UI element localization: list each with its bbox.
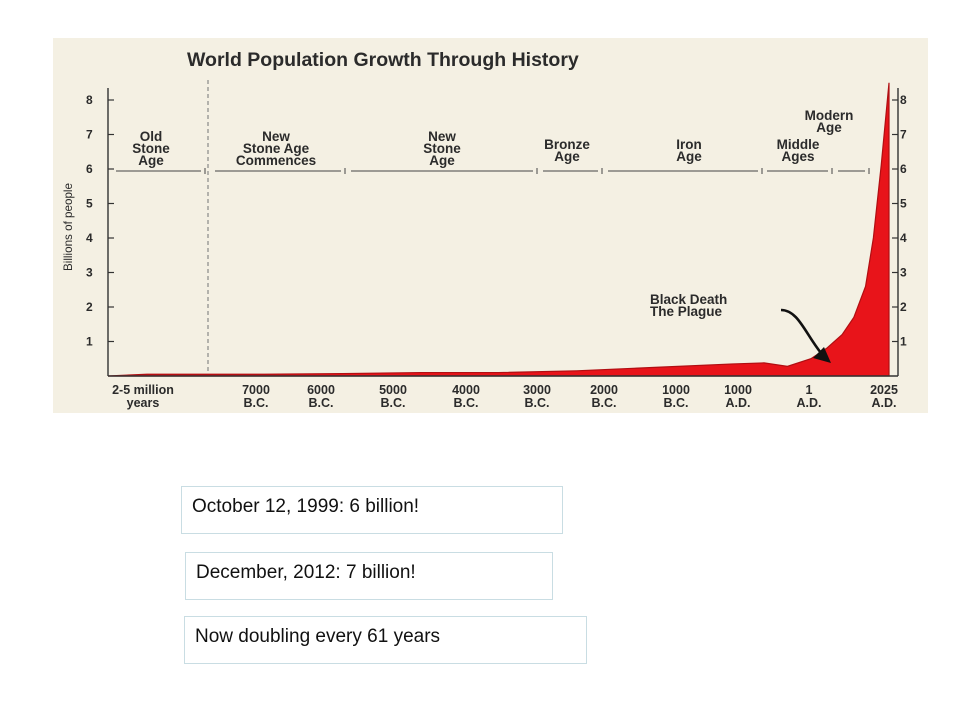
y-tick-label-left: 5 xyxy=(86,197,93,211)
x-tick-label: 2025 xyxy=(870,383,898,397)
y-tick-label-right: 1 xyxy=(900,335,907,349)
note-doubling: Now doubling every 61 years xyxy=(184,616,587,664)
x-tick-label-era: years xyxy=(127,396,160,410)
y-tick-label-right: 3 xyxy=(900,266,907,280)
y-tick-label-right: 2 xyxy=(900,300,907,314)
era-label: Middle Ages xyxy=(777,137,820,164)
era-label: New Stone Age xyxy=(423,129,461,168)
x-tick-label: 4000 xyxy=(452,383,480,397)
era-label: Bronze Age xyxy=(544,137,590,164)
annotation-arrowhead xyxy=(813,347,831,363)
y-tick-label-left: 4 xyxy=(86,231,93,245)
y-tick-label-left: 3 xyxy=(86,266,93,280)
annotation-arrow xyxy=(780,308,823,354)
era-label: Iron Age xyxy=(676,137,702,164)
y-tick-label-right: 8 xyxy=(900,93,907,107)
y-tick-label-left: 1 xyxy=(86,335,93,349)
x-tick-label-era: B.C. xyxy=(309,396,334,410)
era-label: New Stone Age Commences xyxy=(236,129,316,168)
era-label: Old Stone Age xyxy=(132,129,170,168)
x-tick-label-era: B.C. xyxy=(454,396,479,410)
y-tick-label-right: 5 xyxy=(900,197,907,211)
note-six-billion: October 12, 1999: 6 billion! xyxy=(181,486,563,534)
y-axis-label: Billions of people xyxy=(61,183,75,271)
x-tick-label: 1000 xyxy=(662,383,690,397)
note-seven-billion: December, 2012: 7 billion! xyxy=(185,552,553,600)
x-tick-label: 5000 xyxy=(379,383,407,397)
y-tick-label-left: 6 xyxy=(86,162,93,176)
x-tick-label: 7000 xyxy=(242,383,270,397)
x-tick-label-era: B.C. xyxy=(381,396,406,410)
era-label: Modern Age xyxy=(805,108,854,135)
y-tick-label-left: 7 xyxy=(86,128,93,142)
annotation-black-death: Black Death The Plague xyxy=(650,292,727,319)
y-tick-label-left: 2 xyxy=(86,300,93,314)
y-tick-label-right: 4 xyxy=(900,231,907,245)
x-tick-label: 3000 xyxy=(523,383,551,397)
x-tick-label-era: B.C. xyxy=(592,396,617,410)
x-tick-label-era: A.D. xyxy=(872,396,897,410)
chart-title: World Population Growth Through History xyxy=(187,49,579,71)
x-tick-label: 1 xyxy=(806,383,813,397)
x-tick-label: 2-5 million xyxy=(112,383,174,397)
y-tick-label-right: 7 xyxy=(900,128,907,142)
chart-background xyxy=(53,38,928,413)
x-tick-label-era: B.C. xyxy=(244,396,269,410)
y-tick-label-right: 6 xyxy=(900,162,907,176)
y-tick-label-left: 8 xyxy=(86,93,93,107)
x-tick-label-era: A.D. xyxy=(797,396,822,410)
x-tick-label: 2000 xyxy=(590,383,618,397)
x-tick-label: 6000 xyxy=(307,383,335,397)
x-tick-label: 1000 xyxy=(724,383,752,397)
x-tick-label-era: B.C. xyxy=(664,396,689,410)
population-chart: World Population Growth Through History … xyxy=(53,38,928,413)
population-area xyxy=(107,82,890,377)
x-tick-label-era: B.C. xyxy=(525,396,550,410)
x-tick-label-era: A.D. xyxy=(726,396,751,410)
